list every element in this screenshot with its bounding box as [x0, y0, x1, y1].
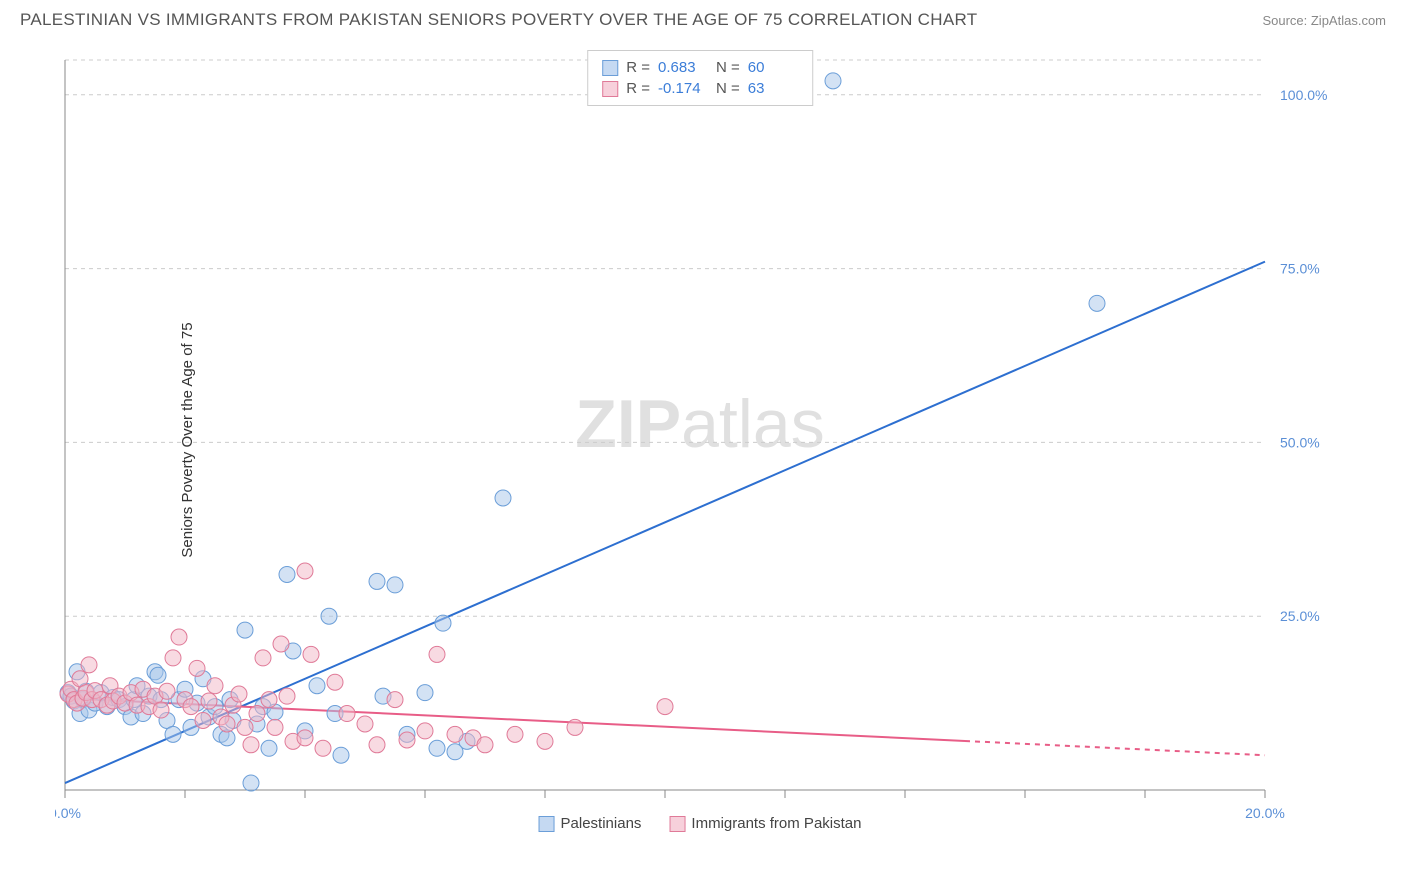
n-value-palestinians: 60 — [748, 59, 798, 76]
swatch-icon — [539, 816, 555, 832]
scatter-plot: 25.0% 50.0% 75.0% 100.0% 0.0% 20.0% — [55, 50, 1345, 830]
r-value-pakistan: -0.174 — [658, 80, 708, 97]
chart-area: Seniors Poverty Over the Age of 75 25.0%… — [55, 50, 1345, 830]
n-label: N = — [716, 80, 740, 97]
svg-text:20.0%: 20.0% — [1245, 805, 1285, 821]
chart-title: PALESTINIAN VS IMMIGRANTS FROM PAKISTAN … — [20, 10, 977, 30]
chart-header: PALESTINIAN VS IMMIGRANTS FROM PAKISTAN … — [0, 0, 1406, 35]
n-value-pakistan: 63 — [748, 80, 798, 97]
svg-text:100.0%: 100.0% — [1280, 87, 1327, 103]
swatch-palestinians — [602, 60, 618, 76]
chart-source: Source: ZipAtlas.com — [1262, 13, 1386, 28]
n-label: N = — [716, 59, 740, 76]
correlation-legend: R = 0.683 N = 60 R = -0.174 N = 63 — [587, 50, 813, 106]
r-label: R = — [626, 80, 650, 97]
legend-row-pakistan: R = -0.174 N = 63 — [602, 78, 798, 99]
svg-text:50.0%: 50.0% — [1280, 434, 1320, 450]
svg-text:25.0%: 25.0% — [1280, 608, 1320, 624]
series-legend: Palestinians Immigrants from Pakistan — [539, 815, 862, 832]
legend-row-palestinians: R = 0.683 N = 60 — [602, 57, 798, 78]
legend-label: Immigrants from Pakistan — [691, 815, 861, 832]
r-value-palestinians: 0.683 — [658, 59, 708, 76]
r-label: R = — [626, 59, 650, 76]
svg-text:75.0%: 75.0% — [1280, 261, 1320, 277]
legend-item-palestinians: Palestinians — [539, 815, 642, 832]
swatch-icon — [669, 816, 685, 832]
swatch-pakistan — [602, 81, 618, 97]
legend-item-pakistan: Immigrants from Pakistan — [669, 815, 861, 832]
legend-label: Palestinians — [561, 815, 642, 832]
svg-text:0.0%: 0.0% — [55, 805, 81, 821]
